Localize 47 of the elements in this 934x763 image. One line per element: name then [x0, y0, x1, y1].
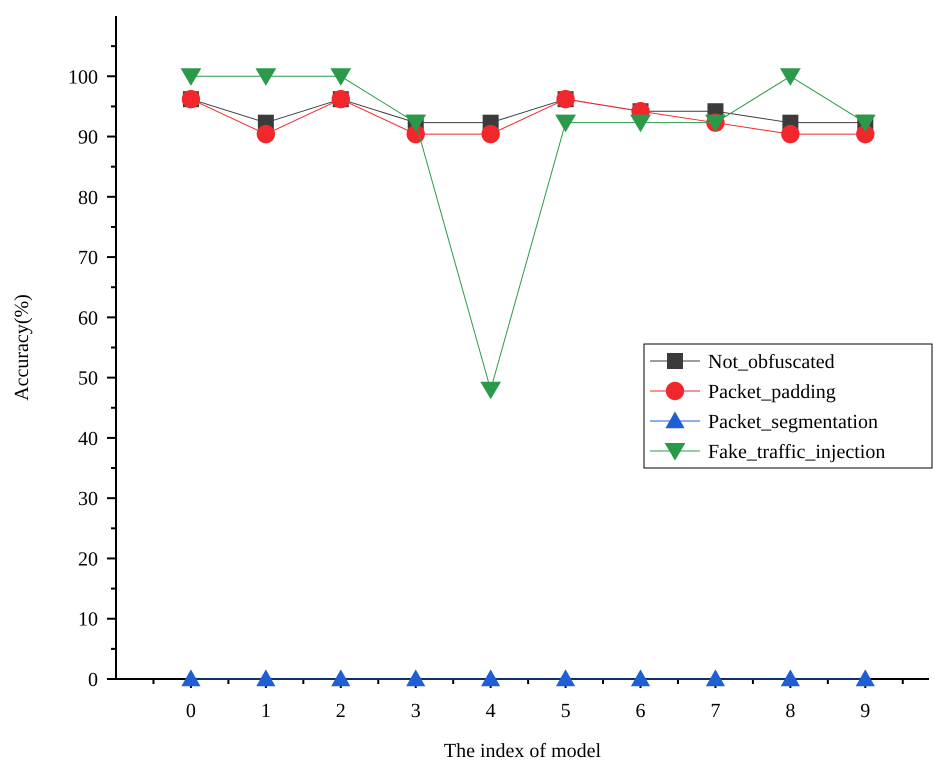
point	[255, 68, 276, 86]
x-tick-label: 9	[860, 700, 870, 722]
y-tick-label: 0	[88, 669, 98, 691]
x-tick-label: 5	[560, 700, 571, 722]
point	[630, 669, 650, 686]
x-tick-label: 7	[710, 700, 720, 722]
y-tick-label: 40	[78, 428, 98, 450]
point	[630, 114, 651, 132]
point	[330, 68, 352, 86]
y-tick-label: 100	[68, 66, 98, 88]
point	[331, 669, 350, 686]
point	[181, 669, 201, 686]
point	[856, 669, 875, 686]
x-tick-label: 8	[785, 700, 796, 722]
point	[256, 124, 276, 144]
point	[180, 68, 202, 86]
point	[706, 669, 726, 686]
y-tick-label: 10	[78, 608, 98, 631]
x-tick-label: 3	[410, 700, 421, 722]
y-tick-label: 50	[78, 368, 98, 390]
x-axis-title: The index of model	[444, 740, 602, 762]
legend-label: Fake_traffic_injection	[708, 441, 886, 463]
y-axis-title: Accuracy(%)	[11, 294, 33, 401]
x-tick-label: 6	[636, 700, 646, 722]
y-tick-label: 70	[78, 247, 98, 270]
point	[556, 669, 576, 686]
legend-label: Not_obfuscated	[708, 351, 835, 373]
x-tick-label: 2	[336, 700, 346, 722]
x-tick-label: 1	[260, 700, 271, 722]
point	[256, 669, 276, 686]
y-tick-label: 60	[78, 307, 98, 330]
point	[780, 68, 801, 86]
point	[781, 124, 800, 144]
point	[481, 669, 500, 686]
point	[406, 669, 426, 686]
point	[481, 124, 500, 144]
x-tick-label: 4	[486, 700, 496, 722]
legend-label: Packet_segmentation	[708, 411, 878, 433]
legend-label: Packet_padding	[708, 381, 836, 403]
y-tick-label: 20	[78, 548, 98, 570]
y-tick-label: 30	[78, 488, 98, 510]
x-tick-label: 0	[186, 700, 196, 722]
point	[555, 114, 576, 132]
y-tick-label: 90	[78, 126, 98, 149]
point	[480, 382, 502, 400]
point	[780, 669, 800, 686]
y-tick-label: 80	[78, 186, 98, 209]
